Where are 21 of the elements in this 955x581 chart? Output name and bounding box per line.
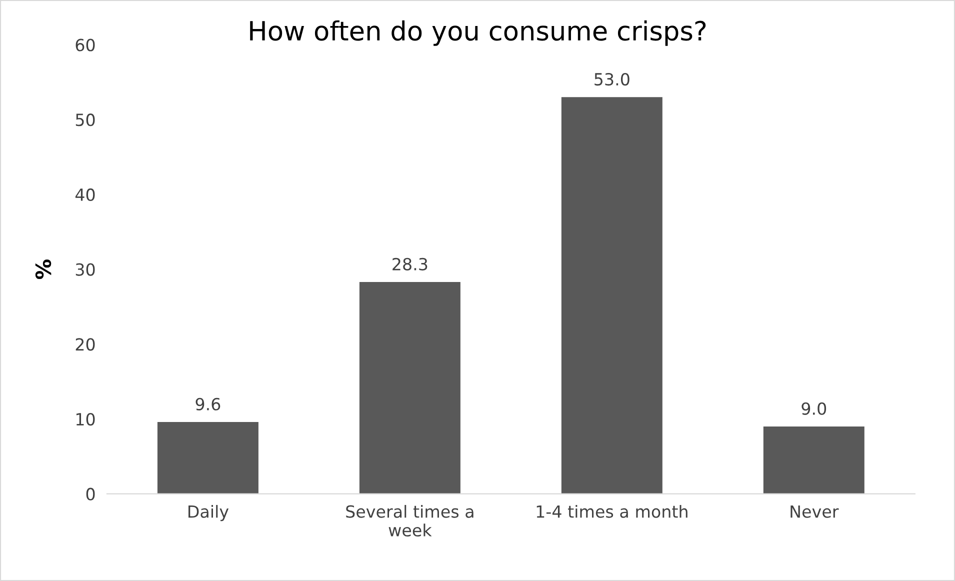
x-tick-label: 1-4 times a month <box>536 504 688 518</box>
data-label: 53.0 <box>594 72 630 86</box>
y-axis-title: % <box>35 260 52 280</box>
y-tick-label: 0 <box>86 488 95 500</box>
y-tick-label: 60 <box>76 38 95 52</box>
bar <box>157 422 258 494</box>
bar <box>763 426 864 494</box>
x-tick-label: Several times a week <box>346 504 474 537</box>
x-tick-label: Never <box>790 505 839 518</box>
chart-title: How often do you consume crisps? <box>250 20 706 46</box>
bar <box>359 282 460 494</box>
data-label: 28.3 <box>392 258 428 270</box>
y-tick-label: 20 <box>76 338 95 351</box>
x-tick-label: Daily <box>188 504 229 522</box>
data-label: 9.6 <box>196 398 220 410</box>
bar <box>561 97 662 494</box>
data-label: 9.0 <box>802 402 826 415</box>
y-tick-label: 50 <box>76 114 95 126</box>
y-tick-label: 30 <box>76 263 95 276</box>
y-tick-label: 10 <box>76 412 95 426</box>
y-tick-label: 40 <box>75 188 95 202</box>
